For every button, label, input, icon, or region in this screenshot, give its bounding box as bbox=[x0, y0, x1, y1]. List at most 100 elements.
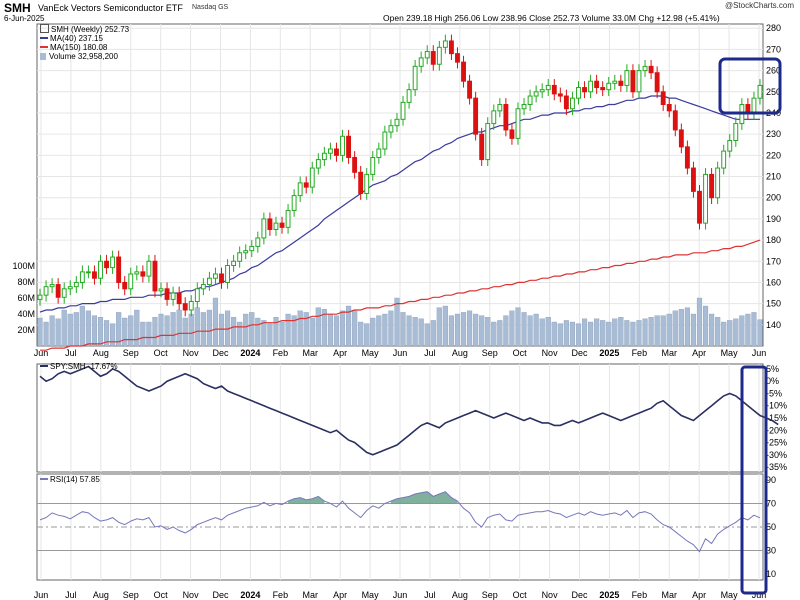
candle-body bbox=[382, 131, 388, 150]
volume-bar bbox=[273, 317, 279, 347]
candle-body bbox=[479, 133, 485, 161]
volume-bar bbox=[170, 312, 176, 347]
open-label: Open bbox=[383, 13, 404, 23]
candle-body bbox=[442, 40, 448, 48]
volume-bar bbox=[255, 317, 261, 347]
price-tick-label: 160 bbox=[766, 277, 781, 287]
rsi-tick-label: 50 bbox=[766, 522, 776, 532]
volume-bar bbox=[594, 318, 600, 347]
candle-body bbox=[678, 129, 684, 148]
volume-tick-label: 20M bbox=[17, 325, 35, 335]
candle-body bbox=[715, 167, 721, 199]
volume-bar bbox=[563, 320, 569, 347]
volume-bar bbox=[497, 320, 503, 347]
volume-bar bbox=[473, 313, 479, 347]
legend-main-text: SMH (Weekly) 252.73 bbox=[51, 25, 130, 34]
low-value: 238.96 bbox=[500, 13, 527, 23]
volume-bar bbox=[606, 321, 612, 347]
price-tick-label: 270 bbox=[766, 44, 781, 54]
volume-bar bbox=[491, 321, 497, 347]
month-label: Jun bbox=[752, 590, 767, 600]
quote-bar: Open 239.18 High 256.06 Low 238.96 Close… bbox=[383, 13, 720, 23]
price-tick-label: 180 bbox=[766, 235, 781, 245]
volume-bar bbox=[448, 315, 454, 347]
candle-body bbox=[37, 294, 43, 300]
candle-body bbox=[648, 65, 654, 74]
volume-bar bbox=[309, 317, 315, 347]
candle-body bbox=[334, 148, 339, 156]
candle-body bbox=[400, 101, 406, 120]
volume-bar bbox=[321, 309, 327, 347]
candle-body bbox=[158, 288, 164, 292]
volume-bar bbox=[134, 309, 140, 347]
price-tick-label: 210 bbox=[766, 172, 781, 182]
candle-body bbox=[279, 222, 285, 228]
candle-body bbox=[176, 292, 182, 305]
candle-body bbox=[709, 173, 715, 199]
legend-swatch-ma150 bbox=[40, 46, 48, 48]
volume-bar bbox=[612, 318, 618, 347]
price-tick-label: 140 bbox=[766, 320, 781, 330]
volume-bar bbox=[128, 315, 134, 347]
chart-date: 6-Jun-2025 bbox=[4, 14, 45, 23]
volume-bar bbox=[569, 321, 576, 347]
volume-bar bbox=[545, 317, 551, 347]
volume-bar bbox=[333, 315, 340, 347]
volume-bar bbox=[666, 313, 672, 347]
candle-body bbox=[376, 148, 382, 158]
candle-body bbox=[576, 87, 581, 99]
candle-body bbox=[533, 91, 539, 97]
open-value: 239.18 bbox=[406, 13, 433, 23]
candle-body bbox=[122, 281, 128, 290]
candle-body bbox=[636, 70, 642, 93]
volume-bar bbox=[315, 307, 321, 347]
volume-bar bbox=[91, 315, 98, 347]
candle-body bbox=[455, 53, 460, 63]
candle-body bbox=[213, 273, 218, 279]
candle-body bbox=[98, 260, 103, 279]
close-value: 252.73 bbox=[553, 13, 580, 23]
rsi-tick-label: 70 bbox=[766, 498, 776, 508]
candle-body bbox=[503, 104, 509, 131]
candle-body bbox=[55, 284, 61, 298]
volume-bar bbox=[660, 315, 666, 347]
month-label: 2024 bbox=[240, 348, 260, 358]
volume-bar bbox=[642, 318, 648, 347]
month-label: Mar bbox=[303, 348, 319, 358]
volume-bar bbox=[757, 319, 763, 347]
legend-volume-text: Volume 32,958,200 bbox=[49, 52, 118, 61]
price-tick-label: 190 bbox=[766, 214, 781, 224]
symbol-label: SMH bbox=[4, 1, 31, 15]
volume-bar bbox=[291, 315, 297, 347]
volume-tick-label: 40M bbox=[17, 309, 35, 319]
volume-bar bbox=[388, 310, 394, 347]
ma150-line bbox=[40, 239, 761, 351]
chg-label: Chg bbox=[638, 13, 654, 23]
candle-body bbox=[225, 265, 230, 283]
candle-body bbox=[551, 84, 557, 95]
candle-body bbox=[182, 303, 188, 311]
volume-bar bbox=[527, 315, 533, 347]
volume-bar bbox=[267, 323, 273, 347]
volume-bar bbox=[303, 312, 309, 347]
volume-bar bbox=[285, 313, 291, 347]
volume-bar bbox=[200, 312, 206, 347]
volume-bar bbox=[376, 315, 382, 347]
volume-bar bbox=[588, 321, 594, 347]
month-label: May bbox=[721, 348, 739, 358]
legend-ma40-text: MA(40) 237.15 bbox=[50, 34, 103, 43]
legend-swatch-volume bbox=[40, 53, 46, 60]
low-label: Low bbox=[482, 13, 499, 23]
volume-tick-label: 80M bbox=[17, 277, 35, 287]
legend-ma150: MA(150) 180.08 bbox=[40, 43, 107, 52]
volume-bar bbox=[394, 297, 400, 347]
close-label: Close bbox=[529, 13, 551, 23]
volume-bar bbox=[339, 310, 346, 347]
month-label: Sep bbox=[123, 348, 139, 358]
legend-swatch-rsi bbox=[40, 478, 48, 480]
candle-body bbox=[104, 260, 109, 269]
month-label: Apr bbox=[333, 590, 347, 600]
candle-body bbox=[79, 271, 85, 283]
volume-bar bbox=[727, 320, 733, 347]
candle-body bbox=[49, 284, 55, 288]
